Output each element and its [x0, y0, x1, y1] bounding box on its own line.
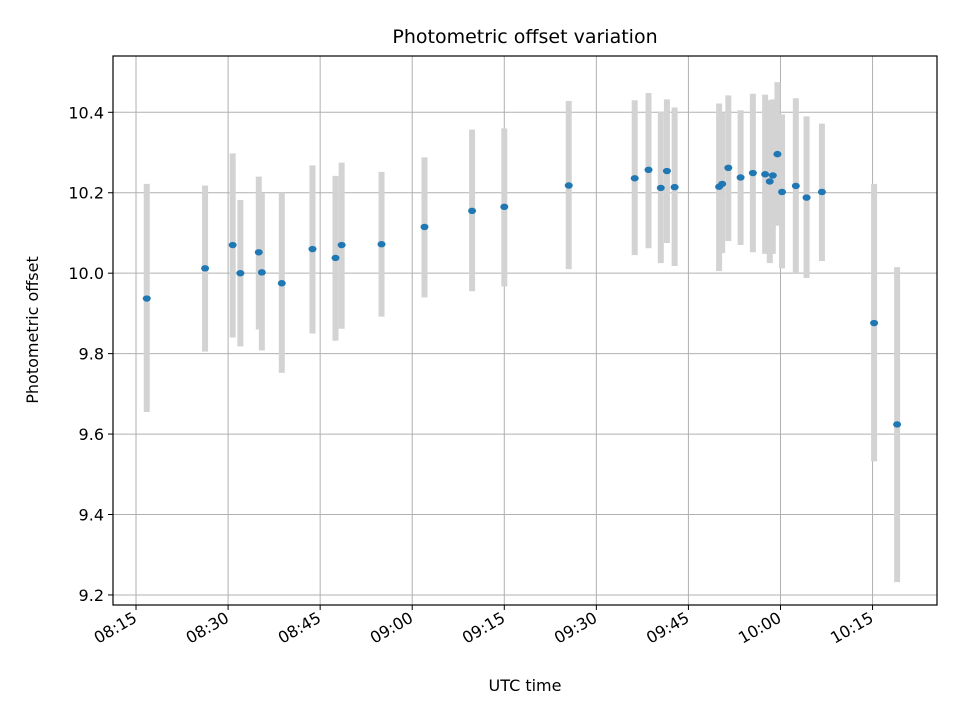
data-point	[718, 180, 727, 188]
data-point	[468, 207, 477, 215]
data-point	[236, 269, 245, 277]
data-point	[748, 169, 757, 177]
data-point	[254, 249, 263, 256]
data-point	[893, 421, 902, 428]
chart-title: Photometric offset variation	[392, 26, 657, 48]
y-tick-label: 10.0	[68, 264, 104, 283]
plot-frame	[112, 55, 938, 606]
data-point	[500, 203, 509, 211]
y-tick-label: 9.6	[79, 425, 104, 444]
data-point	[142, 295, 151, 302]
data-point	[773, 150, 782, 158]
data-point	[870, 319, 879, 327]
data-point	[817, 188, 826, 196]
data-point	[791, 182, 800, 190]
data-point	[656, 184, 665, 192]
data-point	[201, 265, 210, 272]
data-points	[142, 150, 902, 428]
data-point	[802, 194, 811, 201]
data-point	[662, 167, 671, 175]
data-point	[337, 241, 346, 249]
y-tick-label: 9.4	[79, 506, 104, 525]
y-tick-label: 10.4	[68, 103, 104, 122]
y-tick-label: 9.2	[79, 586, 104, 605]
data-point	[377, 241, 386, 248]
y-axis-ticks: 9.2 9.4 9.6 9.8 10.0 10.2 10.4	[68, 103, 113, 605]
y-tick-label: 9.8	[79, 345, 104, 364]
data-point	[257, 269, 266, 276]
data-point	[228, 241, 237, 249]
data-point	[331, 254, 340, 262]
x-axis-label: UTC time	[489, 676, 562, 695]
data-point	[768, 172, 777, 179]
data-point	[761, 171, 770, 178]
data-point	[420, 223, 429, 231]
data-point	[630, 175, 639, 182]
data-point	[778, 188, 787, 196]
data-point	[277, 280, 286, 287]
y-tick-label: 10.2	[68, 184, 104, 203]
data-point	[564, 182, 573, 189]
data-point	[765, 178, 774, 185]
data-point	[644, 166, 653, 174]
data-point	[670, 183, 679, 191]
data-point	[308, 245, 317, 253]
data-point	[724, 164, 733, 172]
y-axis-label: Photometric offset	[23, 256, 42, 404]
data-point	[736, 174, 745, 181]
